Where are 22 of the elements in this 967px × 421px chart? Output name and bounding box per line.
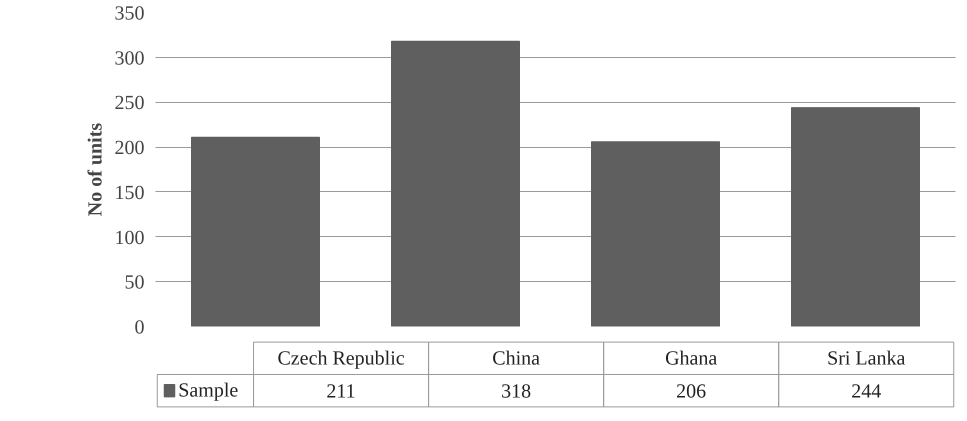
data-label: 211: [326, 380, 356, 403]
bar: [591, 141, 720, 326]
x-tick-label: Ghana: [665, 347, 718, 370]
y-axis-title: No of units: [84, 122, 106, 216]
x-tick-label: China: [492, 347, 540, 370]
data-label: 318: [501, 380, 532, 403]
y-tick-label: 50: [124, 272, 144, 294]
legend-label: Sample: [178, 380, 238, 402]
y-tick-label: 350: [114, 2, 144, 24]
data-label: 206: [676, 380, 706, 403]
x-tick-label: Sri Lanka: [827, 347, 906, 370]
y-tick-label: 300: [114, 47, 144, 70]
y-tick-label: 100: [114, 226, 144, 249]
y-tick-label: 250: [114, 92, 144, 114]
data-label: 244: [851, 380, 882, 403]
bar: [791, 107, 920, 326]
x-tick-label: Czech Republic: [277, 347, 405, 370]
bar: [391, 40, 520, 326]
y-tick-label: 200: [114, 137, 144, 160]
y-tick-label: 150: [114, 182, 144, 204]
bar: [191, 136, 320, 326]
y-tick-label: 0: [134, 316, 144, 338]
